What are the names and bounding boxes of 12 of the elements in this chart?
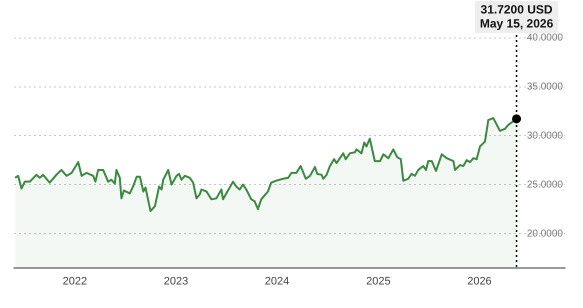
y-tick-label: 20.0000 <box>526 228 564 240</box>
y-tick-label: 40.0000 <box>526 32 564 44</box>
x-tick-label: 2024 <box>264 275 290 288</box>
y-tick-label: 35.0000 <box>526 82 564 93</box>
x-tick-label: 2026 <box>467 275 492 288</box>
y-tick-label: 25.0000 <box>526 179 564 190</box>
x-tick-label: 2022 <box>62 275 88 288</box>
x-tick-label: 2023 <box>164 275 188 288</box>
x-tick-label: 2025 <box>366 275 391 288</box>
ref-line-label: May 15, 2026 <box>480 16 554 30</box>
y-tick-label: 30.0000 <box>526 130 564 142</box>
text: 31.7200 USD <box>480 2 553 16</box>
